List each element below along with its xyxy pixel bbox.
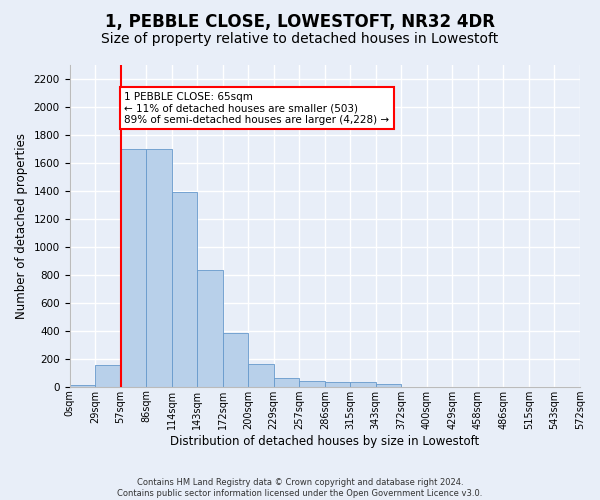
Bar (248, 364, 274, 386)
Bar (146, 149, 172, 386)
Bar (95, 365, 121, 386)
Bar (350, 382, 376, 386)
X-axis label: Distribution of detached houses by size in Lowestoft: Distribution of detached houses by size … (170, 434, 479, 448)
Text: 1 PEBBLE CLOSE: 65sqm
← 11% of detached houses are smaller (503)
89% of semi-det: 1 PEBBLE CLOSE: 65sqm ← 11% of detached … (124, 92, 389, 125)
Bar (299, 382, 325, 386)
Bar (172, 192, 197, 386)
Text: Contains HM Land Registry data © Crown copyright and database right 2024.
Contai: Contains HM Land Registry data © Crown c… (118, 478, 482, 498)
Bar (376, 384, 401, 386)
Bar (70, 384, 95, 386)
Bar (274, 378, 299, 386)
Bar (197, 270, 223, 386)
Bar (121, 149, 146, 386)
Bar (325, 382, 350, 386)
Text: Size of property relative to detached houses in Lowestoft: Size of property relative to detached ho… (101, 32, 499, 46)
Y-axis label: Number of detached properties: Number of detached properties (15, 133, 28, 319)
Bar (223, 333, 248, 386)
Text: 1, PEBBLE CLOSE, LOWESTOFT, NR32 4DR: 1, PEBBLE CLOSE, LOWESTOFT, NR32 4DR (105, 12, 495, 30)
